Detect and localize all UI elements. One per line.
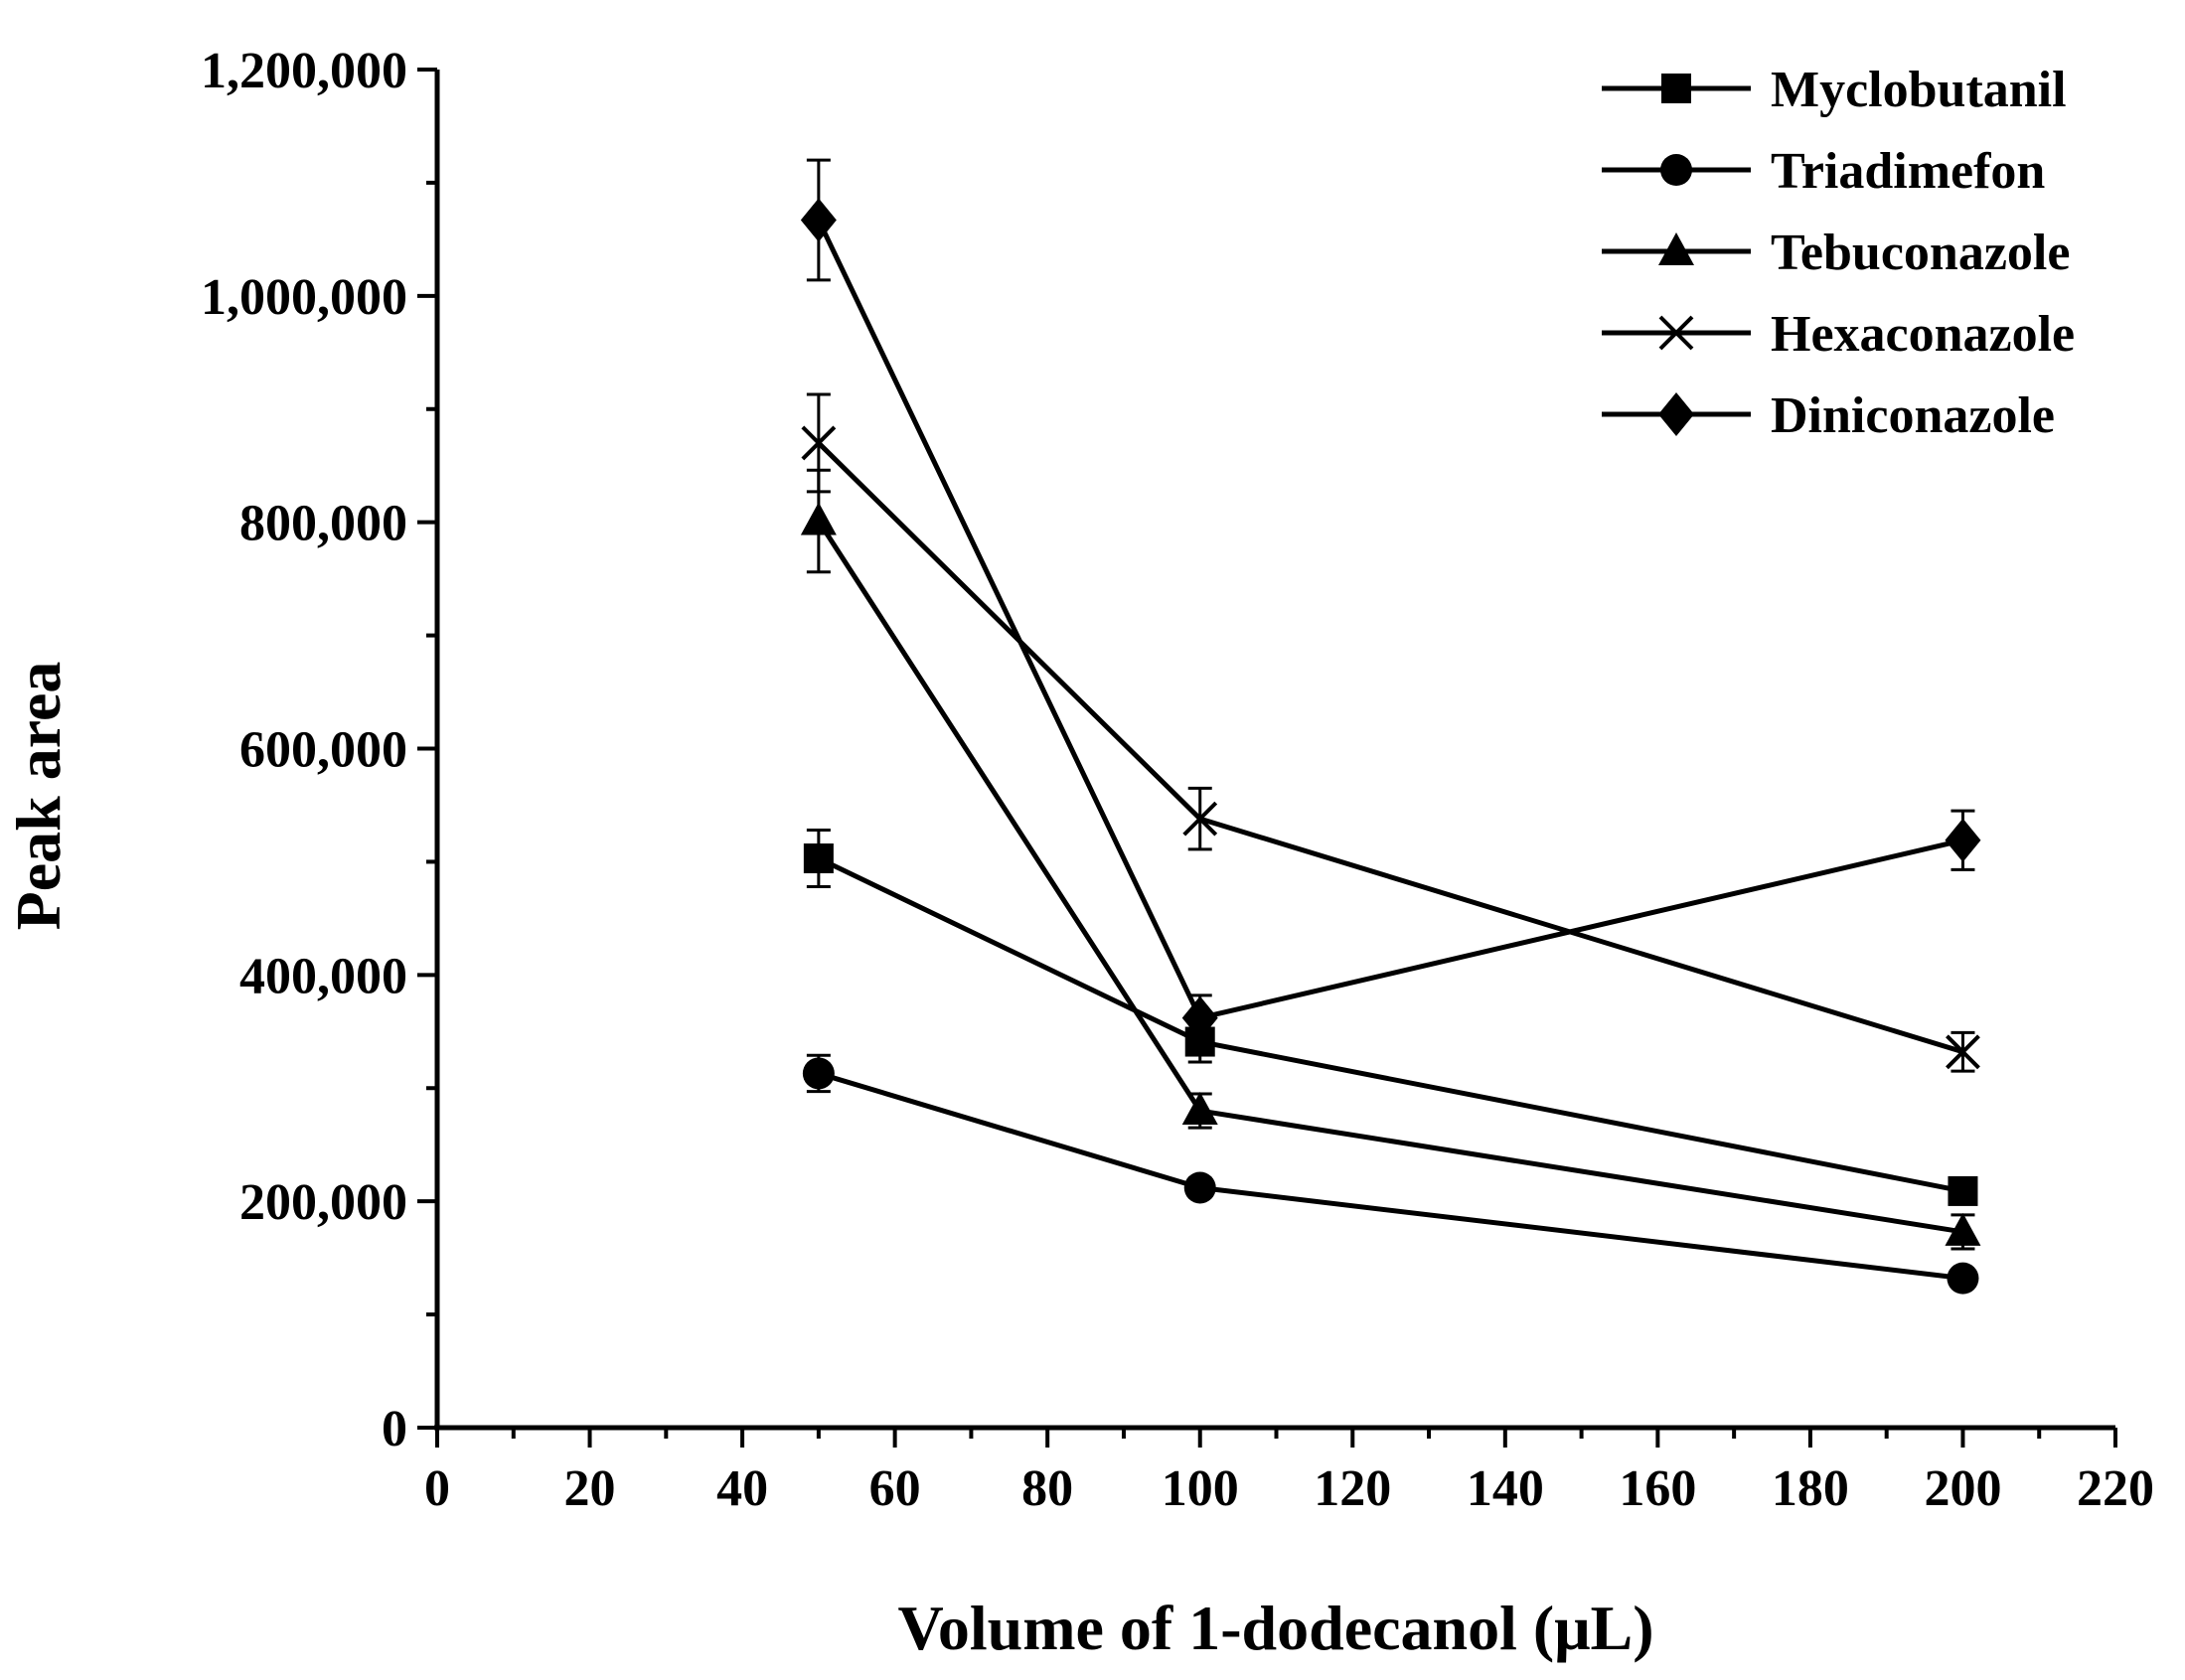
y-tick-label: 1,000,000 [201, 269, 407, 326]
x-tick-label: 80 [1021, 1460, 1073, 1517]
x-tick-label: 220 [2077, 1460, 2154, 1517]
legend-label: Hexaconazole [1771, 306, 2075, 363]
series-hexaconazole [801, 392, 1980, 1073]
data-point-diniconazole [800, 198, 837, 242]
x-tick-label: 200 [1924, 1460, 2001, 1517]
x-tick-label: 60 [869, 1460, 921, 1517]
plot-area [800, 158, 1981, 1295]
series-tebuconazole [800, 468, 1981, 1251]
data-point-myclobutanil [803, 842, 834, 873]
series-diniconazole [800, 158, 1981, 1042]
legend-item-diniconazole: Diniconazole [1602, 387, 2055, 444]
data-point-triadimefon [802, 1057, 835, 1090]
y-tick-label: 1,200,000 [201, 43, 407, 99]
legend: Myclobutanil Triadimefon Tebuconazole Hexac… [1602, 62, 2075, 444]
legend-item-tebuconazole: Tebuconazole [1602, 225, 2070, 281]
x-axis-title: Volume of 1-dodecanol (μL) [897, 1593, 1653, 1663]
y-tick-label: 800,000 [239, 496, 407, 552]
data-point-tebuconazole [800, 502, 837, 535]
legend-marker-tebuconazole [1658, 232, 1694, 265]
x-tick-label: 40 [716, 1460, 768, 1517]
data-point-hexaconazole [801, 425, 837, 461]
x-tick-label: 140 [1467, 1460, 1544, 1517]
legend-item-hexaconazole: Hexaconazole [1602, 306, 2075, 363]
legend-marker-myclobutanil [1661, 74, 1691, 103]
series-line-hexaconazole [817, 441, 1964, 1055]
y-tick-label: 400,000 [239, 948, 407, 1004]
x-tick-label: 160 [1619, 1460, 1696, 1517]
data-point-hexaconazole [1182, 801, 1218, 837]
data-point-diniconazole [1181, 995, 1218, 1040]
axes: 0 20 40 60 80 100 120 140 160 180 200 220 0 200,000 40… [201, 43, 2154, 1517]
legend-label: Triadimefon [1771, 143, 2045, 200]
x-tick-label: 180 [1772, 1460, 1849, 1517]
x-tick-label: 120 [1314, 1460, 1391, 1517]
data-point-hexaconazole [1946, 1034, 1980, 1070]
series-myclobutanil [803, 829, 1978, 1206]
data-point-tebuconazole [1945, 1212, 1981, 1246]
y-tick-label: 600,000 [239, 722, 407, 779]
data-point-myclobutanil [1948, 1175, 1978, 1206]
x-tick-label: 100 [1162, 1460, 1239, 1517]
y-tick-label: 0 [382, 1401, 407, 1457]
y-tick-label: 200,000 [239, 1174, 407, 1231]
series-triadimefon [802, 1053, 1979, 1295]
legend-label: Diniconazole [1771, 387, 2055, 444]
y-axis-title: Peak area [3, 662, 74, 931]
legend-item-triadimefon: Triadimefon [1602, 143, 2045, 200]
legend-label: Myclobutanil [1771, 62, 2067, 118]
data-point-triadimefon [1183, 1171, 1216, 1204]
legend-item-myclobutanil: Myclobutanil [1602, 62, 2067, 118]
data-point-diniconazole [1945, 818, 1981, 862]
x-tick-label: 0 [424, 1460, 450, 1517]
data-point-tebuconazole [1181, 1092, 1218, 1126]
series-line-triadimefon [818, 1071, 1963, 1282]
data-point-triadimefon [1947, 1262, 1979, 1295]
legend-marker-triadimefon [1660, 154, 1692, 186]
x-tick-label: 20 [564, 1460, 616, 1517]
legend-marker-diniconazole [1658, 392, 1694, 436]
legend-label: Tebuconazole [1771, 225, 2070, 281]
legend-marker-hexaconazole [1658, 315, 1694, 351]
